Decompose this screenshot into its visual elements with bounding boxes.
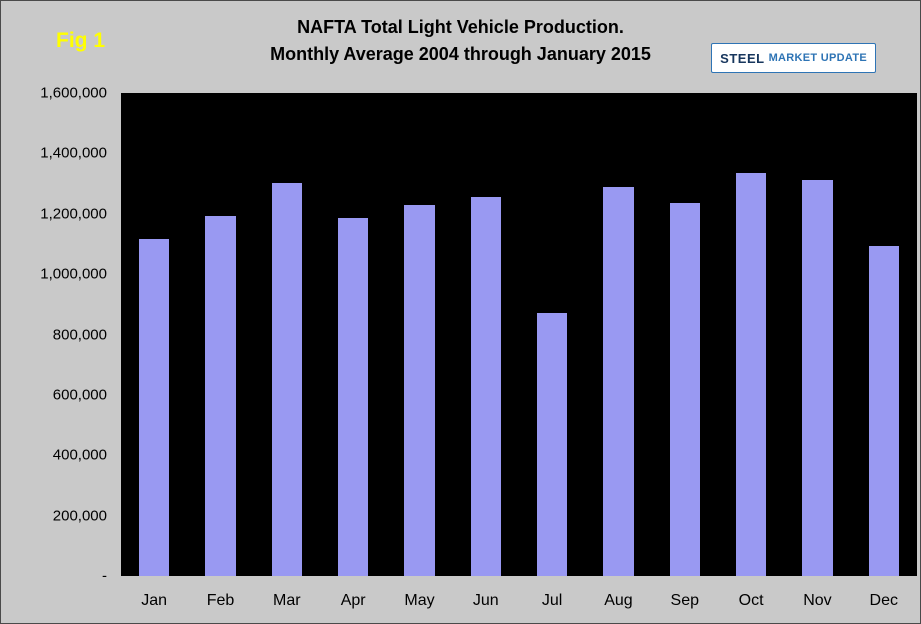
bar-slot: [254, 93, 320, 576]
y-tick-label: -: [102, 567, 107, 585]
y-axis: - 200,000 400,000 600,000 800,000 1,000,000 1,…: [1, 85, 107, 585]
bar-apr: [337, 217, 369, 576]
y-tick-label: 1,000,000: [40, 265, 107, 283]
y-tick-label: 600,000: [52, 386, 107, 404]
bar-mar: [271, 182, 303, 576]
bar-jul: [536, 313, 568, 576]
bar-slot: [121, 93, 187, 576]
x-axis: Jan Feb Mar Apr May Jun Jul Aug Sep Oct Nov Dec: [121, 587, 917, 615]
y-tick-label: 800,000: [52, 326, 107, 343]
logo-text-market-update: MARKET UPDATE: [768, 52, 867, 64]
bar-feb: [205, 216, 236, 576]
bar-slot: [519, 93, 585, 576]
bar-jun: [470, 197, 502, 576]
chart-title-line1: NAFTA Total Light Vehicle Production.: [297, 17, 624, 37]
x-tick-label-sep: Sep: [670, 592, 700, 609]
plot-area: [121, 93, 917, 576]
bar-slot: [718, 93, 784, 576]
figure-label: Fig 1: [56, 29, 106, 52]
bar-slot: [386, 93, 452, 576]
bar-slot: [784, 93, 850, 576]
x-tick-label-nov: Nov: [803, 592, 832, 609]
x-tick-label-jul: Jul: [541, 592, 563, 609]
x-tick-label-aug: Aug: [604, 592, 633, 609]
bar-slot: [652, 93, 718, 576]
bar-slot: [320, 93, 386, 576]
x-tick-label-mar: Mar: [273, 592, 301, 609]
bar-sep: [669, 203, 701, 576]
bar-dec: [868, 246, 900, 576]
bar-aug: [603, 187, 634, 576]
bar-jan: [138, 239, 170, 576]
bar-slot: [187, 93, 253, 576]
bar-slot: [453, 93, 519, 576]
logo-text-steel: STEEL: [720, 50, 765, 66]
y-tick-label: 400,000: [52, 446, 107, 464]
x-tick-label-may: May: [404, 592, 435, 609]
y-tick-label: 1,400,000: [40, 144, 107, 162]
chart-title-line2: Monthly Average 2004 through January 201…: [270, 44, 651, 64]
x-tick-label-feb: Feb: [206, 592, 235, 609]
bar-oct: [735, 173, 767, 576]
x-tick-label-dec: Dec: [869, 592, 898, 609]
x-tick-label-apr: Apr: [340, 592, 366, 609]
chart-title: NAFTA Total Light Vehicle Production. Mo…: [1, 14, 920, 68]
x-tick-label-jan: Jan: [141, 592, 168, 609]
bar-slot: [585, 93, 651, 576]
bar-may: [404, 205, 435, 576]
steel-market-update-logo: STEEL MARKET UPDATE: [711, 43, 876, 73]
bar-slot: [851, 93, 917, 576]
x-tick-label-jun: Jun: [472, 592, 499, 609]
x-tick-label-oct: Oct: [738, 592, 764, 609]
bar-nov: [802, 180, 833, 576]
y-tick-label: 1,200,000: [40, 205, 107, 223]
y-tick-label: 200,000: [52, 507, 107, 525]
y-tick-label: 1,600,000: [40, 84, 107, 102]
